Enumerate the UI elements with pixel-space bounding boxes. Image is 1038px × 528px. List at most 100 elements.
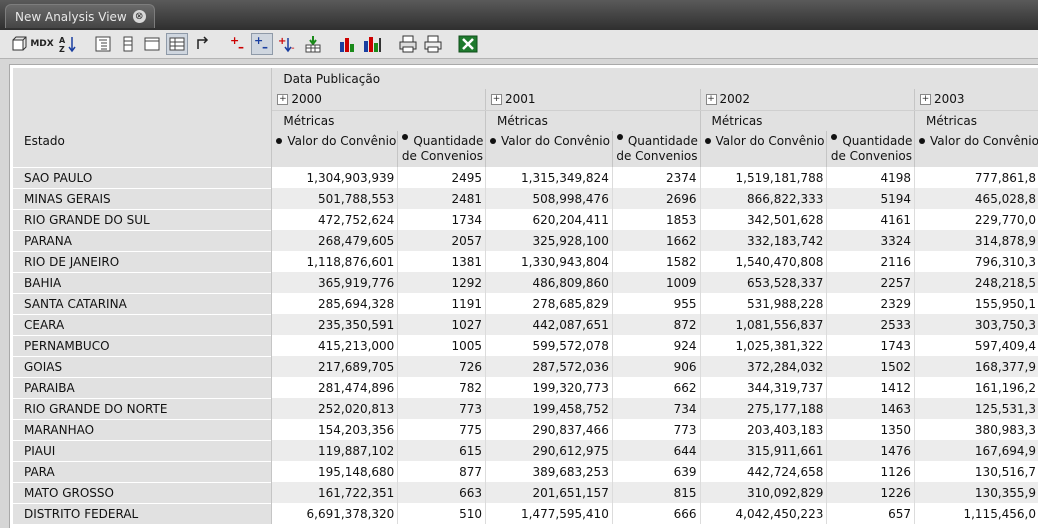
bullet-icon <box>490 138 496 144</box>
tab-new-analysis-view[interactable]: New Analysis View ⊗ <box>5 4 155 28</box>
row-header-estado[interactable]: BAHIA <box>13 271 273 293</box>
cell-valor: 415,213,000 <box>271 335 398 356</box>
table-row: SAO PAULO 1,304,903,939 2495 1,315,349,824 2… <box>13 166 1038 188</box>
tab-title: New Analysis View <box>15 9 127 24</box>
year-header-2000[interactable]: +2000 <box>271 89 486 111</box>
cell-quantidade: 2495 <box>397 167 486 188</box>
year-header-2003[interactable]: +2003 <box>914 89 1038 111</box>
cell-quantidade: 5194 <box>826 188 915 209</box>
row-dimension-header[interactable]: Estado <box>13 131 273 167</box>
cell-quantidade: 1292 <box>397 272 486 293</box>
show-properties-button[interactable] <box>141 33 163 55</box>
expand-icon[interactable]: + <box>491 94 502 106</box>
cell-valor: 1,118,876,601 <box>271 251 398 272</box>
metric-header-valor[interactable]: Valor do Convênio <box>699 131 827 167</box>
row-header-estado[interactable]: PIAUI <box>13 439 273 461</box>
row-header-estado[interactable]: RIO DE JANEIRO <box>13 250 273 272</box>
cell-valor: 325,928,100 <box>485 230 613 251</box>
cell-quantidade: 2257 <box>826 272 915 293</box>
cube-navigator-button[interactable] <box>8 33 30 55</box>
cell-valor: 161,722,351 <box>271 482 398 503</box>
cell-quantidade: 1350 <box>826 419 915 440</box>
metric-header-valor[interactable]: Valor do Convênio <box>271 131 398 167</box>
row-header-estado[interactable]: DISTRITO FEDERAL <box>13 502 273 524</box>
row-header-estado[interactable]: GOIAS <box>13 355 273 377</box>
cell-quantidade: 1853 <box>611 209 701 230</box>
cell-quantidade: 955 <box>611 293 701 314</box>
table-row: SANTA CATARINA 285,694,328 1191 278,685,829… <box>13 292 1038 314</box>
column-dimension-header[interactable]: Data Publicação <box>283 71 381 86</box>
chart-config-button[interactable] <box>362 33 384 55</box>
cell-quantidade: 906 <box>611 356 701 377</box>
drill-position-button[interactable]: + – <box>251 33 273 55</box>
print-setup-button[interactable] <box>397 33 419 55</box>
row-header-estado[interactable]: RIO GRANDE DO SUL <box>13 208 273 230</box>
year-header-2001[interactable]: +2001 <box>485 89 701 111</box>
metric-header-quantidade[interactable]: Quantidade de Convenios <box>611 131 701 167</box>
bullet-icon <box>919 138 926 144</box>
cell-quantidade: 1662 <box>611 230 701 251</box>
row-header-estado[interactable]: MINAS GERAIS <box>13 187 273 209</box>
bullet-icon <box>831 134 838 140</box>
print-button[interactable] <box>422 33 444 55</box>
metric-header-valor[interactable]: Valor do Convênio <box>485 131 613 167</box>
cell-valor: 168,377,9 <box>914 356 1038 377</box>
suppress-empty-button[interactable] <box>166 33 188 55</box>
drill-through-button[interactable] <box>302 33 324 55</box>
metric-header-quantidade[interactable]: Quantidade de Convenios <box>826 131 915 167</box>
cell-valor: 796,310,3 <box>914 251 1038 272</box>
svg-text:-: - <box>291 43 295 53</box>
drill-through-icon <box>305 36 321 53</box>
row-header-estado[interactable]: PARAIBA <box>13 376 273 398</box>
cell-quantidade: 1009 <box>611 272 701 293</box>
export-excel-button[interactable] <box>457 33 479 55</box>
cell-valor: 365,919,776 <box>271 272 398 293</box>
bullet-icon <box>616 134 623 140</box>
cell-valor: 508,998,476 <box>485 188 613 209</box>
row-header-estado[interactable]: SAO PAULO <box>13 166 273 188</box>
cell-valor: 486,809,860 <box>485 272 613 293</box>
drill-member-button[interactable]: + – <box>227 33 249 55</box>
row-header-estado[interactable]: PARANA <box>13 229 273 251</box>
show-parents-button[interactable] <box>92 33 114 55</box>
cell-valor: 597,409,4 <box>914 335 1038 356</box>
cell-valor: 4,042,450,223 <box>699 503 827 524</box>
swap-axes-button[interactable] <box>192 33 214 55</box>
row-header-estado[interactable]: SANTA CATARINA <box>13 292 273 314</box>
expand-icon[interactable]: + <box>277 94 289 106</box>
excel-icon <box>458 35 478 53</box>
cell-quantidade: 2696 <box>611 188 701 209</box>
cell-valor: 501,788,553 <box>271 188 398 209</box>
year-header-2002[interactable]: +2002 <box>699 89 915 111</box>
cell-quantidade: 877 <box>397 461 486 482</box>
row-header-estado[interactable]: PARA <box>13 460 273 482</box>
cell-valor: 248,218,5 <box>914 272 1038 293</box>
mdx-button[interactable]: MDX <box>30 33 54 55</box>
cell-quantidade: 663 <box>397 482 486 503</box>
row-header-estado[interactable]: MARANHAO <box>13 418 273 440</box>
cell-quantidade: 2481 <box>397 188 486 209</box>
svg-text:Z: Z <box>59 45 65 54</box>
cell-valor: 372,284,032 <box>699 356 827 377</box>
row-header-estado[interactable]: MATO GROSSO <box>13 481 273 503</box>
table-icon <box>144 37 160 51</box>
chart-button[interactable] <box>337 33 359 55</box>
metric-header-valor[interactable]: Valor do Convênio <box>914 131 1038 167</box>
cell-quantidade: 3324 <box>826 230 915 251</box>
cell-quantidade: 726 <box>397 356 486 377</box>
close-icon[interactable]: ⊗ <box>132 10 146 23</box>
cell-quantidade: 1226 <box>826 482 915 503</box>
hide-spans-button[interactable] <box>117 33 139 55</box>
metric-header-quantidade[interactable]: Quantidade de Convenios <box>397 131 486 167</box>
cell-valor: 203,403,183 <box>699 419 827 440</box>
mdx-label: MDX <box>30 39 54 49</box>
metrics-header: Métricas <box>699 110 915 131</box>
expand-icon[interactable]: + <box>920 94 932 106</box>
expand-icon[interactable]: + <box>705 94 717 106</box>
row-header-estado[interactable]: RIO GRANDE DO NORTE <box>13 397 273 419</box>
drill-replace-button[interactable]: + - <box>276 33 298 55</box>
svg-text:+: + <box>254 35 263 47</box>
row-header-estado[interactable]: CEARA <box>13 313 273 335</box>
row-header-estado[interactable]: PERNAMBUCO <box>13 334 273 356</box>
